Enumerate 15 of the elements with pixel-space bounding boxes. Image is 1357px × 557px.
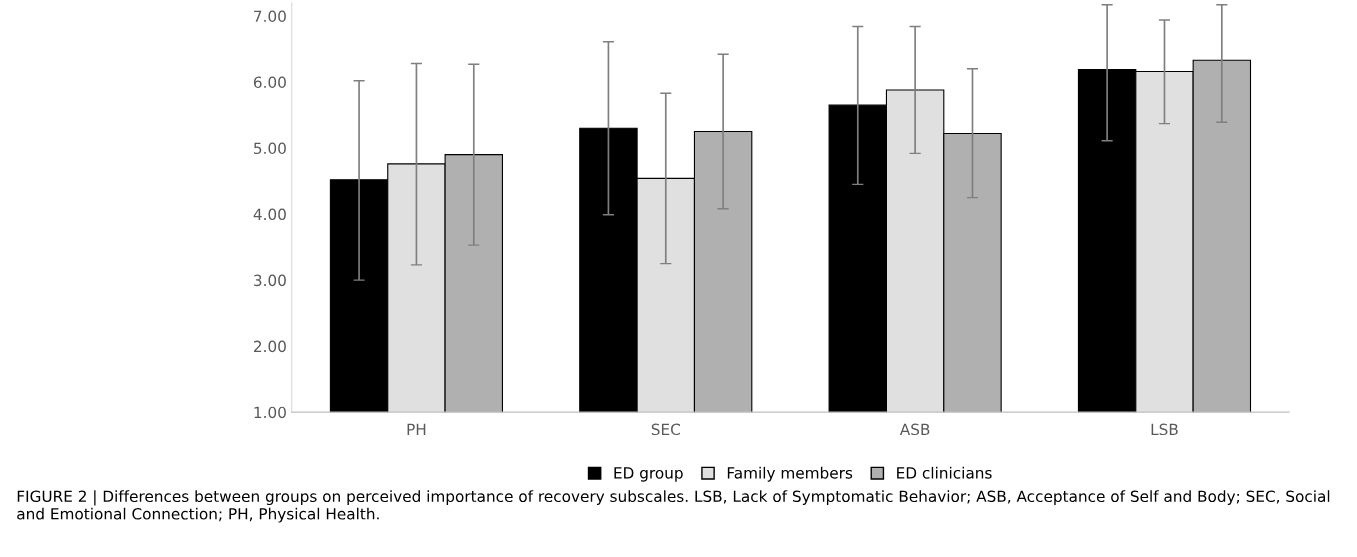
x-tick-label: PH xyxy=(407,423,426,435)
y-tick-label: 2.00 xyxy=(254,340,286,353)
x-tick-label: LSB xyxy=(1151,423,1178,436)
y-tick-label: 3.00 xyxy=(254,274,286,287)
y-tick-label: 7.00 xyxy=(254,10,286,23)
y-tick-label: 1.00 xyxy=(254,406,286,419)
y-tick-label: 4.00 xyxy=(253,208,286,221)
y-tick-label: 5.00 xyxy=(254,142,286,155)
legend-label: Family members xyxy=(727,466,853,482)
legend-label: ED clinicians xyxy=(897,466,992,479)
legend-label: ED group xyxy=(614,467,683,482)
caption: FIGURE 2 | Differences between groups on perceived importance of recovery subscales. LSB, Lack of Symptomatic Behavior; ASB, Acceptance of Self and Body; SEC, Social and Emotional Connection; PH, Physical Health. xyxy=(17,490,1330,523)
x-tick-label: ASB xyxy=(899,423,930,436)
x-tick-label: SEC xyxy=(651,423,680,436)
y-tick-label: 6.00 xyxy=(253,76,286,89)
